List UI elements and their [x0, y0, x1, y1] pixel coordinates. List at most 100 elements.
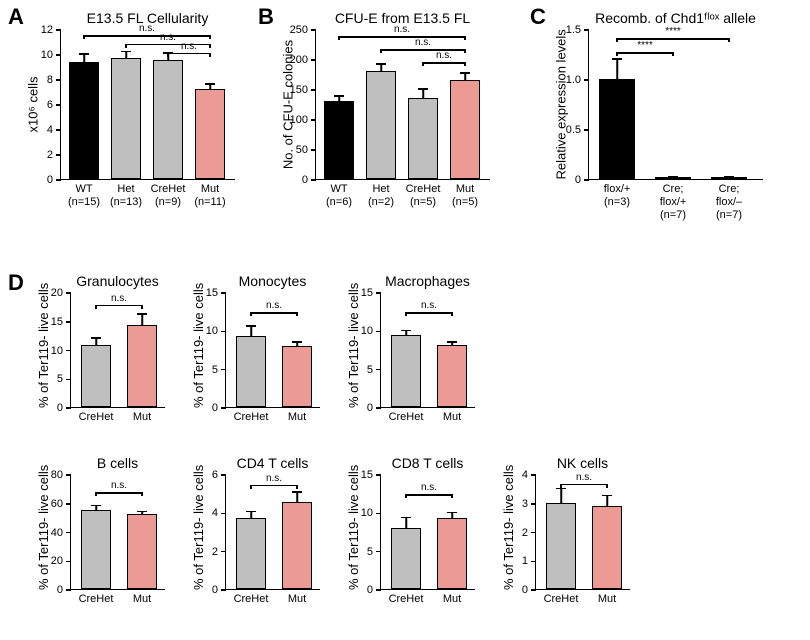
x-tick-label: CreHet [234, 593, 269, 606]
y-tick-label: 0 [302, 174, 308, 186]
y-tick-label: 10 [361, 507, 373, 519]
bar [592, 506, 622, 589]
bar [546, 503, 576, 589]
x-tick-label: Mut [133, 411, 151, 424]
sig-label: n.s. [266, 473, 282, 484]
sig-label: n.s. [421, 300, 437, 311]
y-tick-label: 15 [361, 287, 373, 299]
chart-title: Granulocytes [70, 273, 165, 289]
y-tick-label: 50 [296, 144, 308, 156]
bar [437, 518, 467, 589]
chart-cd8: CD8 T cells051015% of Ter119- live cells… [380, 455, 475, 590]
y-tick-label: 5 [212, 364, 218, 376]
x-tick-label: CreHet [389, 411, 424, 424]
panel-label-B: B [258, 4, 274, 30]
chart-monocytes: Monocytes 051015% of Ter119- live cellsCr… [225, 273, 320, 408]
sig-bracket [251, 312, 297, 314]
plot-area: 051015% of Ter119- live cellsCreHetMutn.… [380, 475, 475, 590]
chart-B: CFU-E from E13.5 FL050100150200250No. of… [315, 10, 490, 180]
x-tick-label: Het(n=13) [110, 183, 142, 209]
y-tick-label: 6 [212, 469, 218, 481]
x-tick-label: Mut [598, 593, 616, 606]
sig-label: n.s. [111, 480, 127, 491]
chart-cd4: CD4 T cells 0246% of Ter119- live cellsCr… [225, 455, 320, 590]
y-tick-label: 15 [51, 316, 63, 328]
panel-label-A: A [8, 4, 24, 30]
sig-bracket [339, 36, 465, 38]
sig-bracket [617, 52, 673, 54]
y-tick-label: 10 [51, 345, 63, 357]
y-tick-label: 3 [522, 498, 528, 510]
panel-label-C: C [530, 4, 546, 30]
bar [391, 335, 421, 407]
bar [324, 101, 354, 179]
panel-label-D: D [8, 270, 24, 296]
plot-area: 05101520% of Ter119- live cellsCreHetMut… [70, 293, 165, 408]
chart-nk: NK cells01234% of Ter119- live cellsCreH… [535, 455, 630, 590]
y-tick-label: 4 [47, 124, 53, 136]
sig-bracket [168, 53, 210, 55]
y-axis-label: No. of CFU-E colonies [281, 30, 296, 180]
y-axis-label: % of Ter119- live cells [346, 293, 361, 408]
y-tick-label: 40 [51, 527, 63, 539]
y-tick-label: 6 [47, 99, 53, 111]
y-tick-label: 15 [206, 287, 218, 299]
sig-label: **** [637, 40, 653, 51]
x-tick-label: Het(n=2) [368, 183, 394, 209]
y-tick-label: 0 [57, 402, 63, 414]
plot-area: 0246% of Ter119- live cellsCreHetMutn.s. [225, 475, 320, 590]
x-tick-label: WT(n=6) [326, 183, 352, 209]
y-tick-label: 2 [522, 527, 528, 539]
sig-bracket [96, 305, 142, 307]
sig-label: n.s. [394, 24, 410, 35]
y-tick-label: 5 [57, 373, 63, 385]
y-tick-label: 0 [367, 402, 373, 414]
chart-macrophages: Macrophages 051015% of Ter119- live cells… [380, 273, 475, 408]
sig-bracket [406, 494, 452, 496]
plot-area: 051015% of Ter119- live cellsCreHetMutn.… [225, 293, 320, 408]
x-tick-label: CreHet(n=9) [151, 183, 186, 209]
chart-title: NK cells [535, 455, 630, 471]
y-tick-label: 10 [361, 325, 373, 337]
chart-title: Recomb. of Chd1ᶠˡᵒˣ allele [588, 10, 763, 26]
sig-bracket [561, 484, 607, 486]
x-tick-label: CreHet(n=5) [406, 183, 441, 209]
y-tick-label: 80 [51, 469, 63, 481]
y-tick-label: 20 [51, 287, 63, 299]
chart-title: CD4 T cells [225, 455, 320, 471]
y-tick-label: 0 [57, 584, 63, 596]
bar [81, 510, 111, 589]
sig-label: n.s. [436, 50, 452, 61]
bar [236, 336, 266, 407]
bar [408, 98, 438, 179]
bar [81, 345, 111, 407]
y-tick-label: 2 [212, 546, 218, 558]
chart-C: Recomb. of Chd1ᶠˡᵒˣ allele 00.51.01.5Rela… [588, 10, 763, 180]
x-tick-label: Mut(n=5) [452, 183, 478, 209]
x-tick-label: Mut [288, 593, 306, 606]
sig-label: n.s. [160, 32, 176, 43]
bar [236, 518, 266, 589]
y-tick-label: 0 [47, 174, 53, 186]
plot-area: 00.51.01.5Relative expression levelsflox… [588, 30, 763, 180]
x-tick-label: Cre;flox/–(n=7) [716, 183, 742, 223]
y-axis-label: Relative expression levels [554, 30, 569, 180]
y-axis-label: % of Ter119- live cells [36, 475, 51, 590]
bar [282, 346, 312, 407]
sig-label: n.s. [181, 41, 197, 52]
plot-area: 051015% of Ter119- live cellsCreHetMutn.… [380, 293, 475, 408]
x-tick-label: Mut [133, 593, 151, 606]
y-tick-label: 12 [41, 24, 53, 36]
y-tick-label: 8 [47, 74, 53, 86]
y-axis-label: % of Ter119- live cells [191, 475, 206, 590]
chart-title: Monocytes [225, 273, 320, 289]
chart-title: Macrophages [380, 273, 475, 289]
x-tick-label: Mut [288, 411, 306, 424]
plot-area: 020406080% of Ter119- live cellsCreHetMu… [70, 475, 165, 590]
y-tick-label: 0 [367, 584, 373, 596]
sig-label: n.s. [421, 482, 437, 493]
y-axis-label: % of Ter119- live cells [501, 475, 516, 590]
x-tick-label: Cre;flox/+(n=7) [660, 183, 687, 223]
y-tick-label: 0 [522, 584, 528, 596]
y-axis-label: x10⁶ cells [26, 30, 41, 180]
